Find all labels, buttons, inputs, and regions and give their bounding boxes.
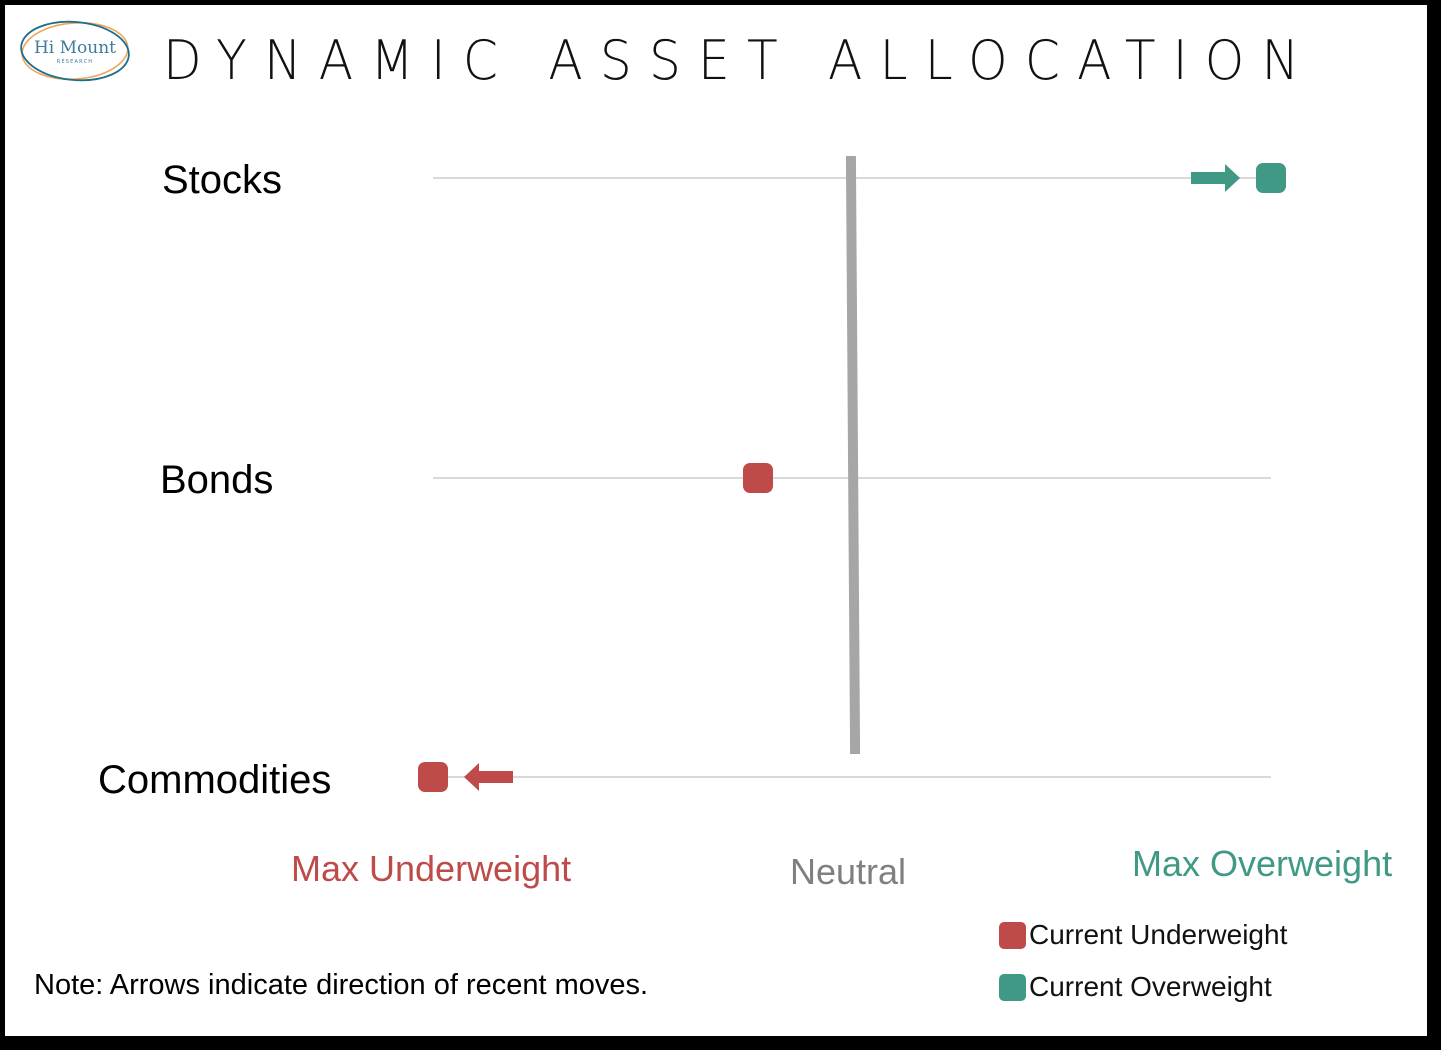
footnote: Note: Arrows indicate direction of recen… xyxy=(34,969,649,1001)
axis-label-max-overweight: Max Overweight xyxy=(1132,843,1393,884)
legend-swatch-underweight xyxy=(999,921,1026,949)
gridline-commodities xyxy=(433,776,1271,778)
row-label-commodities: Commodities xyxy=(98,758,332,802)
svg-text:RESEARCH: RESEARCH xyxy=(57,59,93,65)
marker-stocks xyxy=(1256,163,1286,193)
legend-item-overweight: Current Overweight xyxy=(999,971,1272,1003)
arrow-right-icon xyxy=(1191,164,1240,192)
hi-mount-logo: Hi Mount RESEARCH xyxy=(20,20,130,82)
legend-swatch-overweight xyxy=(999,973,1026,1001)
row-label-stocks: Stocks xyxy=(162,158,283,202)
page-title: DYNAMIC ASSET ALLOCATION xyxy=(163,29,1317,92)
legend-item-underweight: Current Underweight xyxy=(999,919,1287,951)
axis-label-max-underweight: Max Underweight xyxy=(291,848,572,889)
legend-label-overweight: Current Overweight xyxy=(1029,971,1272,1002)
row-label-bonds: Bonds xyxy=(160,458,274,502)
axis-label-neutral: Neutral xyxy=(790,851,907,892)
marker-commodities xyxy=(418,762,448,792)
neutral-line xyxy=(845,155,861,755)
arrow-left-icon xyxy=(464,763,513,791)
legend-label-underweight: Current Underweight xyxy=(1029,919,1288,950)
svg-text:Hi Mount: Hi Mount xyxy=(34,38,116,58)
marker-bonds xyxy=(743,463,774,493)
slide: Hi Mount RESEARCH DYNAMIC ASSET ALLOCATI… xyxy=(5,5,1427,1036)
